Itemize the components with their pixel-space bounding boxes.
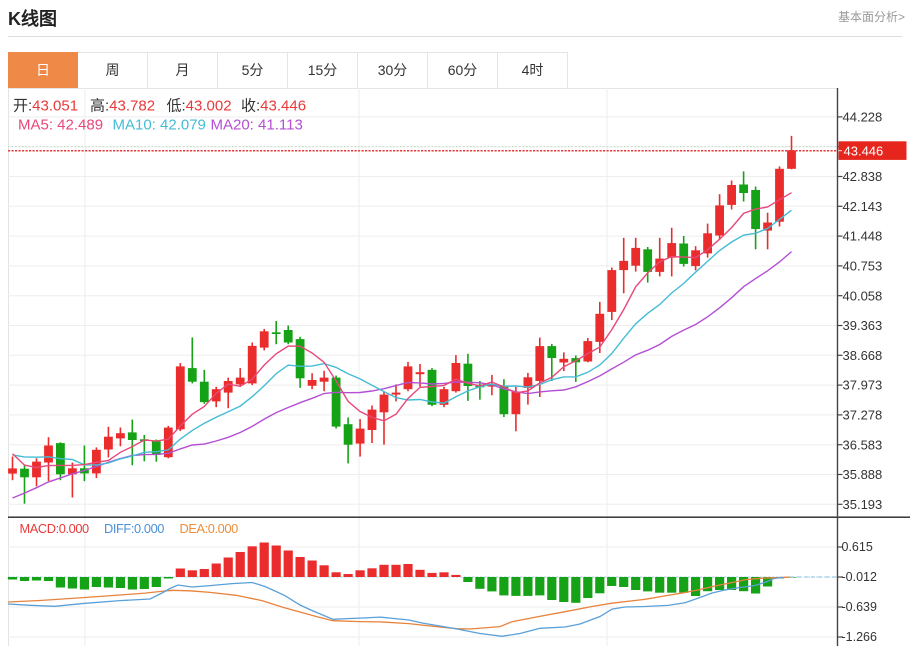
svg-text:40.058: 40.058 [843, 288, 883, 303]
svg-text:38.668: 38.668 [843, 348, 883, 363]
svg-text:高:43.782: 高:43.782 [90, 98, 155, 115]
svg-text:37.278: 37.278 [843, 408, 883, 423]
svg-text:35.888: 35.888 [843, 467, 883, 482]
svg-text:39.363: 39.363 [843, 318, 883, 333]
svg-text:DIFF:0.000: DIFF:0.000 [104, 521, 164, 536]
svg-text:收:43.446: 收:43.446 [241, 98, 306, 115]
svg-text:37.973: 37.973 [843, 378, 883, 393]
svg-text:43.446: 43.446 [844, 144, 884, 159]
svg-text:MA20: 41.113: MA20: 41.113 [211, 117, 303, 134]
svg-text:42.838: 42.838 [843, 169, 883, 184]
svg-text:35.193: 35.193 [843, 497, 883, 512]
svg-text:-0.639: -0.639 [842, 600, 877, 614]
svg-text:0.615: 0.615 [842, 540, 873, 554]
svg-text:40.753: 40.753 [843, 259, 883, 274]
svg-text:DEA:0.000: DEA:0.000 [180, 521, 239, 536]
svg-text:-1.266: -1.266 [842, 630, 877, 644]
svg-text:42.143: 42.143 [843, 199, 883, 214]
svg-text:MA10: 42.079: MA10: 42.079 [113, 117, 206, 134]
svg-text:41.448: 41.448 [843, 229, 883, 244]
svg-text:44.228: 44.228 [843, 110, 883, 125]
svg-text:开:43.051: 开:43.051 [13, 98, 78, 115]
svg-text:-0.012: -0.012 [842, 570, 877, 584]
svg-text:36.583: 36.583 [843, 437, 883, 452]
svg-text:MA5: 42.489: MA5: 42.489 [18, 117, 103, 134]
svg-text:MACD:0.000: MACD:0.000 [20, 521, 90, 536]
svg-text:低:43.002: 低:43.002 [167, 98, 232, 115]
